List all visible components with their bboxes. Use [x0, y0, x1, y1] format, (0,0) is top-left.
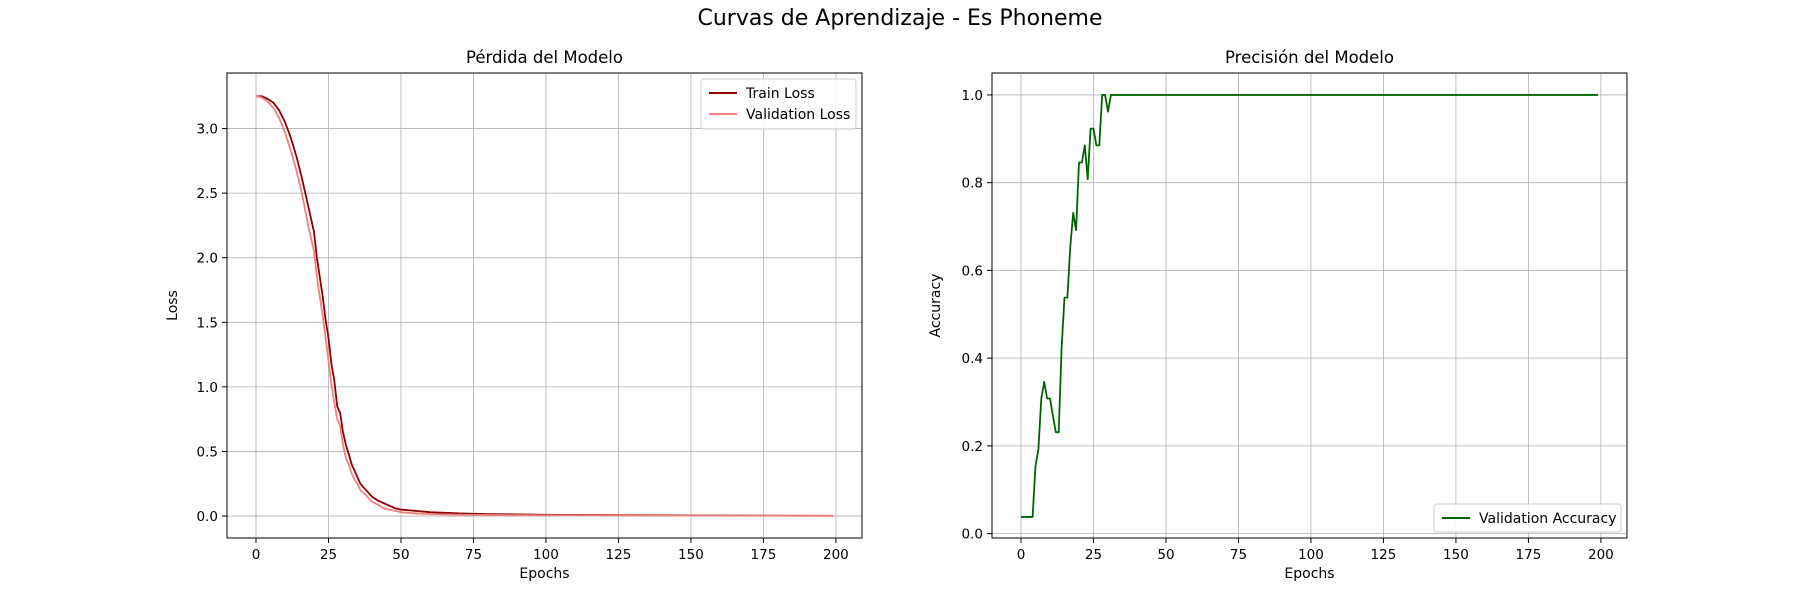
- x-tick-label: 125: [1371, 547, 1397, 563]
- x-axis-label: Epochs: [519, 566, 569, 582]
- y-tick-label: 2.0: [197, 251, 218, 267]
- axes-title: Precisión del Modelo: [1225, 48, 1394, 67]
- legend-label: Validation Loss: [746, 107, 850, 123]
- y-tick-label: 0.6: [962, 263, 983, 279]
- x-tick-label: 200: [823, 547, 849, 563]
- x-tick-label: 200: [1588, 547, 1614, 563]
- series-line-validation-loss: [255, 95, 834, 517]
- axes-title: Pérdida del Modelo: [466, 48, 623, 67]
- x-tick-label: 100: [1298, 547, 1324, 563]
- y-tick-label: 3.0: [197, 122, 218, 138]
- x-tick-label: 25: [1085, 547, 1102, 563]
- y-tick-label: 0.8: [962, 176, 983, 192]
- legend-box: [1433, 503, 1622, 533]
- legend: Train Loss Validation Loss: [700, 78, 857, 130]
- y-tick-label: 0.0: [197, 509, 218, 525]
- legend-box: [700, 78, 857, 130]
- x-tick-label: 175: [1516, 547, 1542, 563]
- legend-label: Validation Accuracy: [1479, 511, 1617, 527]
- figure-title: Curvas de Aprendizaje - Es Phoneme: [697, 6, 1103, 31]
- y-axis-label: Accuracy: [928, 274, 944, 338]
- x-tick-label: 150: [678, 547, 704, 563]
- y-tick-label: 0.2: [962, 439, 983, 455]
- axes-frame: [226, 72, 863, 539]
- y-tick-label: 0.5: [197, 444, 218, 460]
- x-tick-label: 75: [465, 547, 482, 563]
- x-tick-label: 125: [606, 547, 632, 563]
- x-tick-label: 175: [751, 547, 777, 563]
- y-tick-label: 1.5: [197, 315, 218, 331]
- x-tick-label: 0: [1017, 547, 1026, 563]
- chart-2: 0 25 50 75 100 125 150 175 200 0.0 0.2 0.4 0.6 0.8 1.0…: [928, 48, 1628, 582]
- x-tick-label: 75: [1230, 547, 1247, 563]
- y-tick-label: 2.5: [197, 186, 218, 202]
- y-tick-label: 0.4: [962, 351, 983, 367]
- chart-1: 0 25 50 75 100 125 150 175 200 0.0 0.5 1.0 1.5 2.0 2.5…: [165, 48, 863, 582]
- legend: Validation Accuracy: [1433, 503, 1622, 533]
- series-line-train-loss: [256, 95, 834, 517]
- x-tick-label: 50: [392, 547, 409, 563]
- x-tick-label: 100: [533, 547, 559, 563]
- y-axis-label: Loss: [165, 290, 181, 321]
- y-tick-label: 1.0: [962, 88, 983, 104]
- x-tick-label: 150: [1443, 547, 1469, 563]
- legend-label: Train Loss: [745, 86, 815, 102]
- y-tick-label: 1.0: [197, 380, 218, 396]
- axes-frame: [991, 72, 1628, 539]
- x-tick-label: 50: [1157, 547, 1174, 563]
- x-tick-label: 25: [320, 547, 337, 563]
- x-tick-label: 0: [252, 547, 261, 563]
- y-tick-label: 0.0: [962, 527, 983, 543]
- x-axis-label: Epochs: [1284, 566, 1334, 582]
- series-line-validation-accuracy: [1021, 94, 1598, 518]
